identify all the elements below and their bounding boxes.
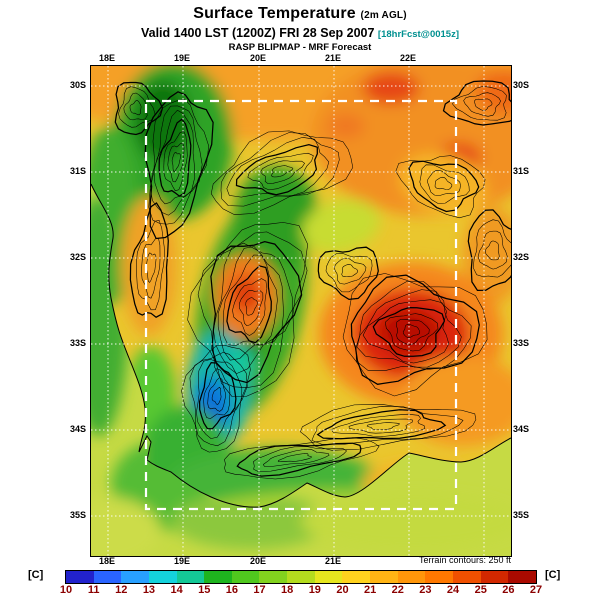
page-title-suffix: (2m AGL) [360,10,407,21]
lat-label-right: 31S [513,166,530,176]
colorbar-tick: 10 [59,584,73,596]
colorbar-segment [397,571,426,583]
lon-label-bottom: 21E [324,556,341,566]
colorbar-segment [66,571,94,583]
lat-label-right: 33S [513,338,530,348]
lat-label-right: 30S [513,80,530,90]
colorbar-tick: 13 [142,584,156,596]
colorbar-segment [314,571,343,583]
colorbar-tick: 14 [170,584,183,596]
colorbar-tick: 21 [363,584,377,596]
colorbar-tick: 15 [198,584,211,596]
lat-label-left: 33S [69,338,86,348]
page-title: Surface Temperature [193,5,356,22]
lat-label-left: 32S [69,252,86,262]
colorbar-segment [480,571,509,583]
lon-label-bottom: 18E [98,556,115,566]
colorbar-tick: 24 [446,584,460,596]
lat-label-left: 30S [69,80,86,90]
colorbar-unit-left: [C] [28,569,44,581]
colorbar-segment [508,571,536,583]
colorbar-segment [204,571,232,583]
lon-label-top: 20E [249,53,266,63]
colorbar-tick: 22 [391,584,404,596]
lat-label-left: 35S [69,510,86,520]
colorbar-segment [259,571,288,583]
colorbar-segment [148,571,177,583]
forecast-tag: [18hrFcst@0015z] [377,29,459,40]
colorbar-segment [121,571,149,583]
lat-label-right: 34S [513,424,530,434]
header: Surface Temperature (2m AGL) Valid 1400 … [0,5,600,53]
colorbar-segment [231,571,260,583]
valid-text: Valid 1400 LST (1200Z) FRI 28 Sep 2007 [140,26,375,40]
lat-label-left: 34S [69,424,86,434]
valid-line: Valid 1400 LST (1200Z) FRI 28 Sep 2007 [… [0,26,600,40]
colorbar-segment [425,571,453,583]
colorbar-tick: 20 [336,584,349,596]
title-line: Surface Temperature (2m AGL) [0,5,600,23]
colorbar-tick: 23 [419,584,432,596]
colorbar-tick: 17 [253,584,266,596]
colorbar-tick: 25 [474,584,487,596]
colorbar-segment [452,571,481,583]
lon-label-top: 19E [173,53,190,63]
colorbar-tick: 11 [87,584,100,596]
colorbar-segment [287,571,315,583]
map-area [90,65,512,557]
colorbar-tick: 18 [281,584,294,596]
colorbar [65,570,537,584]
lat-label-left: 31S [69,166,86,176]
lat-label-right: 35S [513,510,530,520]
colorbar-segment [93,571,122,583]
model-line: RASP BLIPMAP - MRF Forecast [228,42,372,53]
colorbar-unit-right: [C] [545,569,561,581]
colorbar-tick: 26 [502,584,515,596]
lon-label-top: 22E [399,53,416,63]
colorbar-tick: 19 [308,584,321,596]
colorbar-segment [176,571,205,583]
lon-label-top: 21E [324,53,341,63]
lat-label-right: 32S [513,252,530,262]
colorbar-tick: 27 [529,584,543,596]
lon-label-bottom: 20E [249,556,266,566]
colorbar-segment [370,571,398,583]
colorbar-tick: 12 [115,584,128,596]
lon-label-bottom: 19E [173,556,190,566]
lon-label-top: 18E [98,53,115,63]
temperature-map [91,66,511,556]
terrain-note: Terrain contours: 250 ft [418,555,511,565]
colorbar-tick: 16 [225,584,238,596]
colorbar-segment [342,571,371,583]
